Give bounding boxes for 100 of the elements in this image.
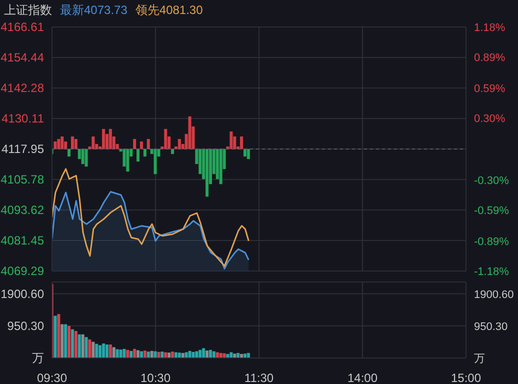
text: 领先4081.30: [135, 3, 203, 17]
x-tick-label: 10:30: [140, 371, 171, 384]
bar: [57, 138, 60, 149]
y2-tick-label: 0.30%: [474, 112, 506, 125]
bar: [171, 149, 174, 154]
bar: [192, 352, 195, 358]
x-tick-label: 11:30: [244, 371, 274, 384]
y-tick-label: 4105.78: [0, 172, 44, 187]
y2-tick-label: 1.18%: [474, 22, 506, 34]
bar: [143, 149, 146, 157]
bar: [84, 337, 88, 358]
bar: [68, 149, 71, 157]
x-tick-label: 09:30: [36, 371, 68, 384]
bar: [68, 326, 71, 358]
bar: [195, 351, 198, 358]
bar: [143, 350, 146, 358]
y2-tick-label: 0.89%: [474, 52, 506, 64]
chart-title: 上证指数: [4, 3, 52, 17]
bar: [212, 351, 216, 358]
y2-tick-label: -0.59%: [474, 205, 510, 217]
bar: [92, 342, 95, 358]
bar: [171, 352, 174, 358]
bar: [116, 349, 119, 358]
bar: [102, 128, 106, 149]
bar: [136, 350, 140, 358]
bar: [243, 354, 246, 358]
bar: [140, 141, 143, 149]
bar: [130, 350, 133, 358]
bar: [126, 149, 130, 172]
bar: [74, 330, 78, 358]
bar: [140, 351, 143, 358]
bar: [54, 141, 57, 149]
bar: [206, 149, 209, 197]
bar: [198, 350, 202, 358]
bar: [70, 329, 74, 358]
bar: [112, 347, 116, 358]
bar: [81, 334, 84, 358]
bar: [133, 138, 136, 149]
bar: [157, 352, 160, 358]
bar: [206, 350, 209, 358]
y-tick-label: 万: [32, 351, 44, 365]
bar: [92, 136, 95, 149]
bar: [88, 339, 92, 358]
y2-tick-label: 950.30: [474, 320, 508, 333]
y-tick-label: 4093.62: [0, 203, 44, 217]
y-tick-label: 4117.95: [2, 142, 44, 156]
bar: [57, 314, 60, 358]
bar: [233, 354, 236, 358]
bar: [146, 138, 150, 149]
bar: [95, 344, 98, 358]
bar: [160, 352, 164, 358]
bar: [119, 350, 122, 358]
bar: [208, 350, 212, 358]
bar: [108, 344, 112, 358]
y-tick-label: 1900.60: [0, 286, 44, 301]
bar: [178, 138, 181, 149]
y2-tick-label: 万: [474, 353, 485, 365]
line-series: [52, 168, 250, 267]
bar: [70, 136, 74, 149]
y-tick-label: 4069.29: [0, 264, 44, 278]
bar: [126, 350, 130, 358]
bar: [102, 343, 106, 358]
bar: [136, 149, 140, 162]
y2-tick-label: -1.18%: [474, 266, 510, 278]
bar: [146, 352, 150, 358]
x-tick-label: 15:00: [450, 371, 482, 384]
bar: [202, 348, 206, 358]
bar: [154, 351, 157, 358]
bar: [60, 136, 64, 149]
x-tick-label: 14:00: [347, 371, 378, 384]
bar: [108, 128, 112, 149]
bar: [243, 149, 246, 157]
bar: [178, 352, 181, 358]
bar: [188, 350, 192, 358]
bar: [188, 116, 192, 149]
bar: [81, 149, 84, 164]
bar: [78, 334, 81, 358]
bar: [154, 149, 157, 174]
bar: [164, 128, 168, 149]
bar: [74, 138, 78, 149]
bar: [60, 324, 64, 358]
y-tick-label: 4166.61: [0, 20, 44, 34]
bar: [219, 149, 222, 184]
bar: [150, 350, 154, 358]
bar: [230, 131, 233, 149]
y-tick-label: 4142.28: [0, 81, 44, 95]
y-tick-label: 950.30: [7, 318, 44, 333]
bar: [240, 136, 244, 149]
text: 最新4073.73: [60, 3, 128, 17]
bar: [84, 149, 88, 167]
y-tick-label: 4130.11: [2, 112, 44, 126]
y-tick-label: 4081.45: [0, 234, 44, 248]
y-tick-label: 4154.44: [0, 50, 44, 65]
y2-tick-label: 1900.60: [474, 288, 514, 301]
bar: [122, 348, 126, 358]
bar: [98, 345, 102, 358]
bar: [133, 348, 136, 358]
y2-tick-label: -0.30%: [474, 175, 510, 188]
bar: [168, 352, 171, 358]
y2-tick-label: -0.89%: [474, 236, 510, 248]
